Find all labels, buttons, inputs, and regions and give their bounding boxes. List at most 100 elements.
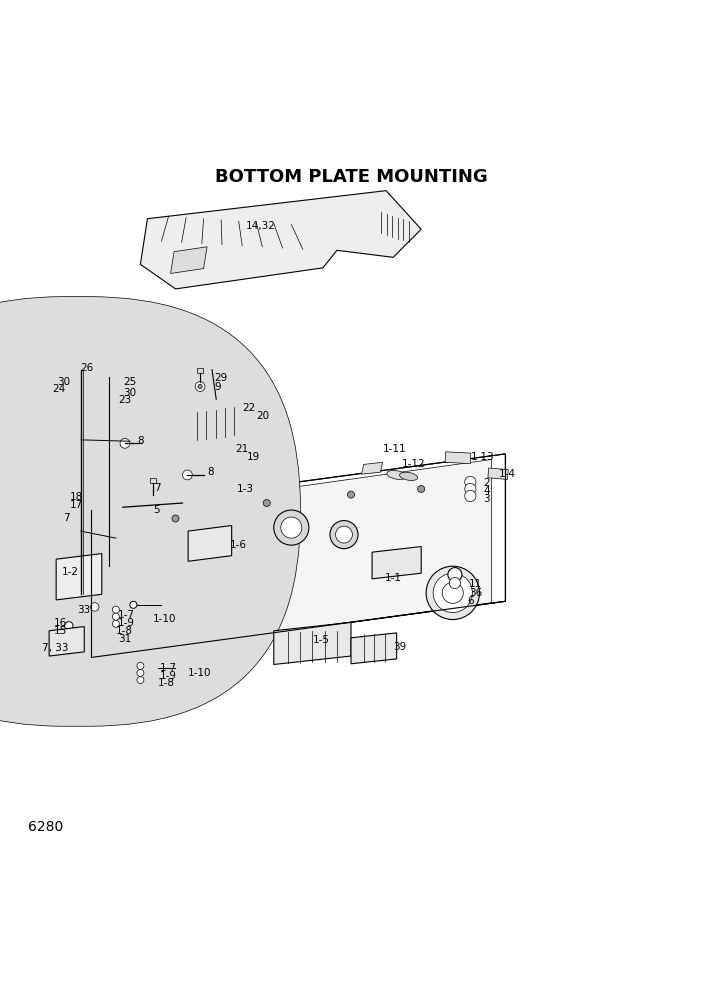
Polygon shape: [188, 526, 232, 561]
Polygon shape: [186, 399, 246, 442]
Text: 1-8: 1-8: [158, 679, 175, 688]
Text: 1-4: 1-4: [498, 468, 515, 478]
Text: 1-7: 1-7: [118, 610, 135, 620]
Text: 7, 33: 7, 33: [42, 643, 69, 653]
Text: 4: 4: [483, 486, 489, 496]
Polygon shape: [351, 633, 397, 664]
Text: 1-3: 1-3: [237, 484, 254, 494]
Text: 9: 9: [214, 382, 220, 392]
Text: 22: 22: [242, 404, 256, 414]
Text: 18: 18: [70, 492, 84, 502]
Circle shape: [137, 677, 144, 683]
Circle shape: [465, 476, 476, 488]
Text: 1-13: 1-13: [470, 451, 494, 461]
Text: 29: 29: [214, 373, 227, 383]
Polygon shape: [171, 247, 207, 274]
Circle shape: [336, 526, 352, 543]
Text: 24: 24: [53, 384, 66, 394]
Circle shape: [105, 380, 112, 387]
Polygon shape: [372, 547, 421, 579]
Polygon shape: [183, 436, 246, 471]
Text: 39: 39: [393, 642, 406, 652]
Text: 8: 8: [137, 435, 143, 445]
Circle shape: [77, 387, 85, 395]
Bar: [70, 591, 88, 598]
Text: 30: 30: [58, 377, 71, 387]
Polygon shape: [109, 504, 151, 534]
Circle shape: [183, 470, 192, 480]
Polygon shape: [274, 622, 351, 665]
Circle shape: [281, 517, 302, 538]
Text: 1-10: 1-10: [153, 614, 176, 624]
Text: BOTTOM PLATE MOUNTING: BOTTOM PLATE MOUNTING: [215, 168, 487, 186]
Circle shape: [442, 582, 463, 603]
Text: 1-7: 1-7: [160, 663, 177, 673]
Circle shape: [112, 606, 119, 613]
Text: 1-12: 1-12: [402, 459, 425, 469]
Circle shape: [465, 490, 476, 502]
Circle shape: [263, 500, 270, 507]
Text: 23: 23: [118, 395, 131, 405]
Text: 6: 6: [467, 596, 473, 606]
Text: 36: 36: [469, 588, 482, 598]
Bar: [99, 355, 117, 378]
Circle shape: [137, 670, 144, 677]
Bar: [445, 451, 471, 463]
Text: 21: 21: [235, 444, 249, 454]
Text: 17: 17: [70, 500, 84, 510]
Text: 1-1: 1-1: [385, 573, 402, 583]
Polygon shape: [56, 554, 102, 600]
Text: 3: 3: [483, 494, 489, 504]
Circle shape: [77, 376, 85, 384]
Circle shape: [465, 483, 476, 495]
FancyBboxPatch shape: [0, 297, 300, 726]
Bar: [197, 367, 203, 373]
Circle shape: [65, 629, 73, 637]
Text: 1-9: 1-9: [118, 618, 135, 628]
Text: 14,32: 14,32: [246, 221, 276, 231]
Text: 26: 26: [81, 362, 94, 373]
Bar: [70, 358, 91, 366]
Text: 31: 31: [118, 634, 131, 644]
Circle shape: [112, 620, 119, 627]
Circle shape: [130, 601, 137, 608]
Bar: [488, 468, 508, 479]
Circle shape: [448, 567, 462, 581]
Circle shape: [120, 438, 130, 448]
Text: 7: 7: [154, 483, 161, 493]
Text: 1-8: 1-8: [116, 627, 133, 637]
Ellipse shape: [399, 472, 418, 480]
Text: 20: 20: [256, 411, 270, 421]
Circle shape: [91, 603, 99, 611]
Circle shape: [426, 566, 479, 620]
Text: 6280: 6280: [28, 820, 63, 834]
Text: 33: 33: [77, 605, 91, 615]
Bar: [62, 495, 91, 506]
Circle shape: [112, 613, 119, 620]
Text: 1-5: 1-5: [312, 635, 329, 645]
Text: 1-10: 1-10: [188, 668, 211, 678]
Polygon shape: [140, 190, 421, 289]
Bar: [150, 478, 156, 483]
Text: 1-9: 1-9: [160, 671, 177, 681]
Text: 25: 25: [123, 377, 136, 387]
Circle shape: [418, 485, 425, 492]
Circle shape: [347, 491, 355, 498]
Circle shape: [65, 622, 73, 630]
Circle shape: [330, 521, 358, 549]
Text: 1-6: 1-6: [230, 540, 247, 551]
Text: 16: 16: [53, 618, 67, 628]
Text: 19: 19: [247, 451, 260, 461]
Circle shape: [433, 573, 472, 612]
Circle shape: [195, 382, 205, 392]
Text: 30: 30: [123, 388, 136, 398]
Text: 1-11: 1-11: [383, 444, 406, 454]
Text: 11: 11: [469, 578, 482, 588]
Circle shape: [137, 663, 144, 670]
Text: 7: 7: [63, 514, 69, 524]
Text: 1-2: 1-2: [62, 566, 79, 576]
Circle shape: [172, 515, 179, 522]
Circle shape: [198, 384, 202, 389]
Polygon shape: [49, 627, 84, 656]
Text: 15: 15: [53, 626, 67, 636]
